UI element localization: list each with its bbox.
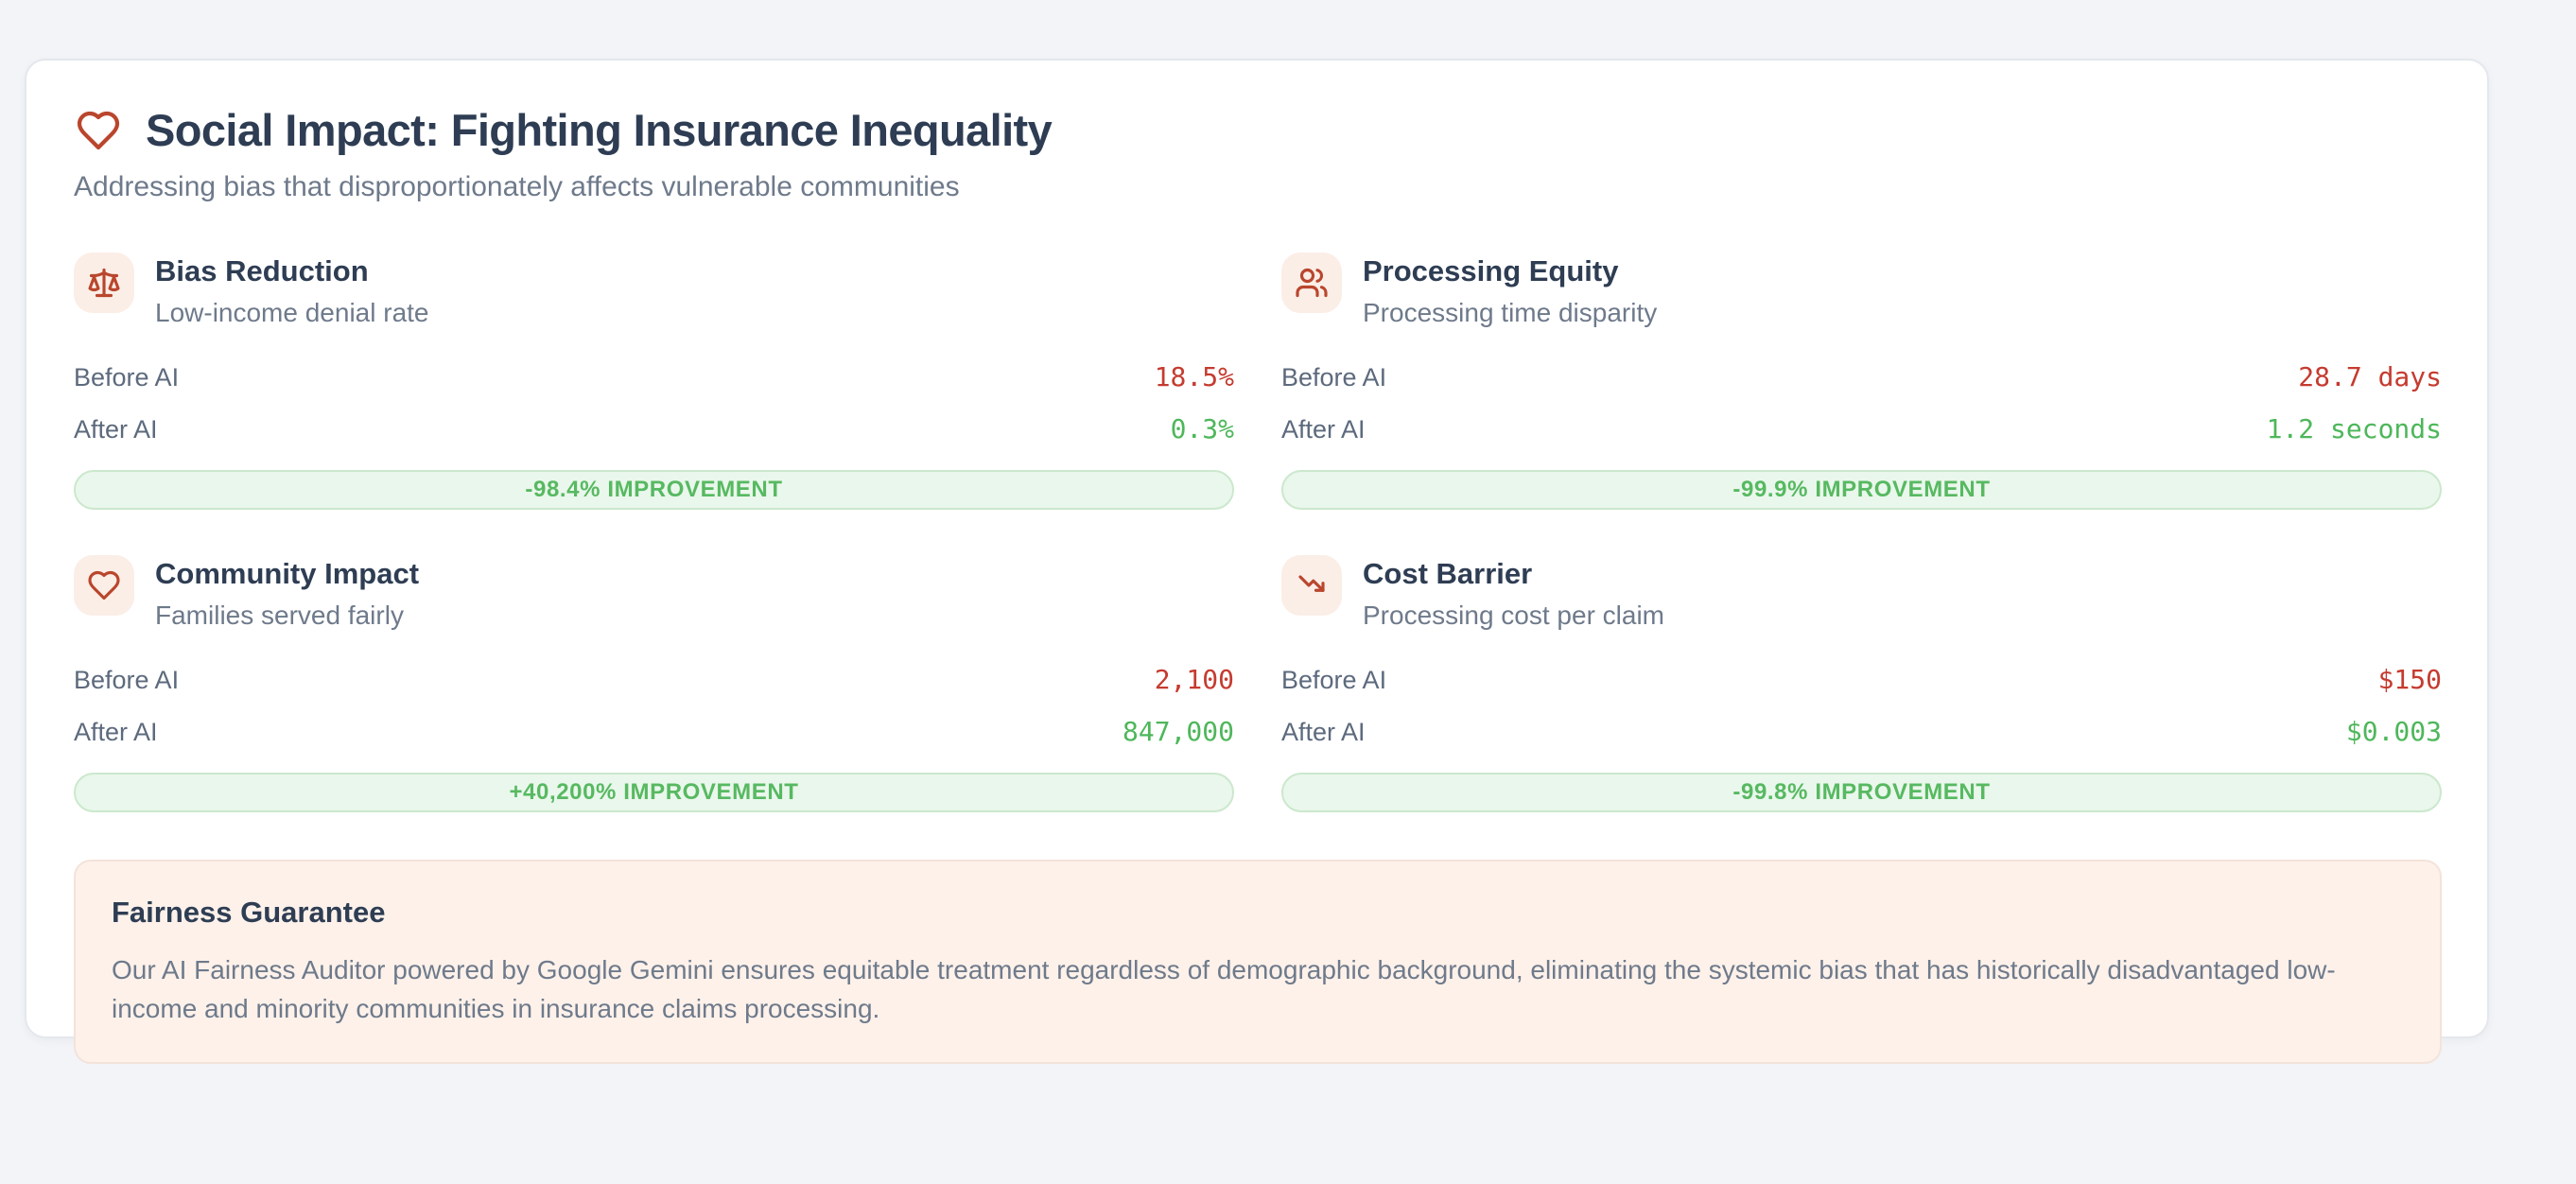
metric-card-community-impact: Community Impact Families served fairly …	[74, 555, 1234, 812]
metric-card-processing-equity: Processing Equity Processing time dispar…	[1281, 252, 2442, 510]
before-ai-row: Before AI $150	[1281, 653, 2442, 705]
improvement-badge: -99.8% IMPROVEMENT	[1281, 773, 2442, 812]
metric-titles: Bias Reduction Low-income denial rate	[155, 252, 429, 328]
after-ai-value: 1.2 seconds	[2266, 413, 2442, 444]
metric-titles: Community Impact Families served fairly	[155, 555, 419, 631]
heart-icon	[88, 570, 120, 601]
metric-header: Community Impact Families served fairly	[74, 555, 1234, 631]
before-ai-value: 28.7 days	[2298, 361, 2442, 392]
metric-name: Community Impact	[155, 557, 420, 590]
after-ai-label: After AI	[1281, 718, 1366, 746]
after-ai-label: After AI	[1281, 415, 1366, 444]
metrics-grid: Bias Reduction Low-income denial rate Be…	[74, 252, 2442, 812]
after-ai-row: After AI 847,000	[74, 705, 1234, 757]
icon-chip	[1281, 555, 1342, 616]
icon-chip	[74, 555, 134, 616]
heart-icon	[77, 111, 120, 149]
metric-rows: Before AI 2,100 After AI 847,000	[74, 653, 1234, 757]
after-ai-label: After AI	[74, 718, 158, 746]
after-ai-value: $0.003	[2345, 716, 2442, 747]
metric-name: Cost Barrier	[1363, 557, 1533, 590]
trending-down-icon	[1298, 575, 1325, 592]
before-ai-label: Before AI	[1281, 363, 1387, 392]
metric-header: Cost Barrier Processing cost per claim	[1281, 555, 2442, 631]
fairness-heading: Fairness Guarantee	[112, 896, 386, 929]
after-ai-row: After AI 0.3%	[74, 403, 1234, 455]
icon-chip	[74, 252, 134, 313]
after-ai-row: After AI 1.2 seconds	[1281, 403, 2442, 455]
before-ai-label: Before AI	[1281, 666, 1387, 694]
metric-titles: Processing Equity Processing time dispar…	[1363, 252, 1657, 328]
before-ai-row: Before AI 2,100	[74, 653, 1234, 705]
after-ai-label: After AI	[74, 415, 158, 444]
users-icon	[1296, 268, 1328, 298]
metric-rows: Before AI 18.5% After AI 0.3%	[74, 351, 1234, 455]
before-ai-label: Before AI	[74, 363, 180, 392]
metric-description: Processing time disparity	[1363, 298, 1658, 327]
metric-header: Bias Reduction Low-income denial rate	[74, 252, 1234, 328]
metric-description: Low-income denial rate	[155, 298, 429, 327]
improvement-badge: +40,200% IMPROVEMENT	[74, 773, 1234, 812]
metric-titles: Cost Barrier Processing cost per claim	[1363, 555, 1664, 631]
metric-name: Processing Equity	[1363, 254, 1619, 287]
page-title: Social Impact: Fighting Insurance Inequa…	[146, 105, 1053, 155]
social-impact-panel: Social Impact: Fighting Insurance Inequa…	[25, 59, 2489, 1064]
before-ai-row: Before AI 18.5%	[74, 351, 1234, 403]
metric-description: Families served fairly	[155, 601, 404, 630]
improvement-badge: -99.9% IMPROVEMENT	[1281, 470, 2442, 510]
icon-chip	[1281, 252, 1342, 313]
fairness-body-text: Our AI Fairness Auditor powered by Googl…	[112, 955, 2336, 1023]
before-ai-value: 18.5%	[1154, 361, 1234, 392]
metric-card-cost-barrier: Cost Barrier Processing cost per claim B…	[1281, 555, 2442, 812]
metric-rows: Before AI 28.7 days After AI 1.2 seconds	[1281, 351, 2442, 455]
improvement-badge: -98.4% IMPROVEMENT	[74, 470, 1234, 510]
page-subtitle: Addressing bias that disproportionately …	[74, 171, 960, 202]
scales-icon	[88, 268, 120, 298]
metric-rows: Before AI $150 After AI $0.003	[1281, 653, 2442, 757]
after-ai-value: 847,000	[1122, 716, 1234, 747]
metric-card-bias-reduction: Bias Reduction Low-income denial rate Be…	[74, 252, 1234, 510]
metric-description: Processing cost per claim	[1363, 601, 1665, 630]
before-ai-label: Before AI	[74, 666, 180, 694]
after-ai-row: After AI $0.003	[1281, 705, 2442, 757]
after-ai-value: 0.3%	[1170, 413, 1234, 444]
panel-header: Social Impact: Fighting Insurance Inequa…	[74, 104, 2442, 156]
before-ai-value: $150	[2377, 664, 2442, 695]
metric-name: Bias Reduction	[155, 254, 369, 287]
metric-header: Processing Equity Processing time dispar…	[1281, 252, 2442, 328]
fairness-guarantee-box: Fairness Guarantee Our AI Fairness Audit…	[74, 860, 2442, 1064]
before-ai-value: 2,100	[1154, 664, 1234, 695]
before-ai-row: Before AI 28.7 days	[1281, 351, 2442, 403]
